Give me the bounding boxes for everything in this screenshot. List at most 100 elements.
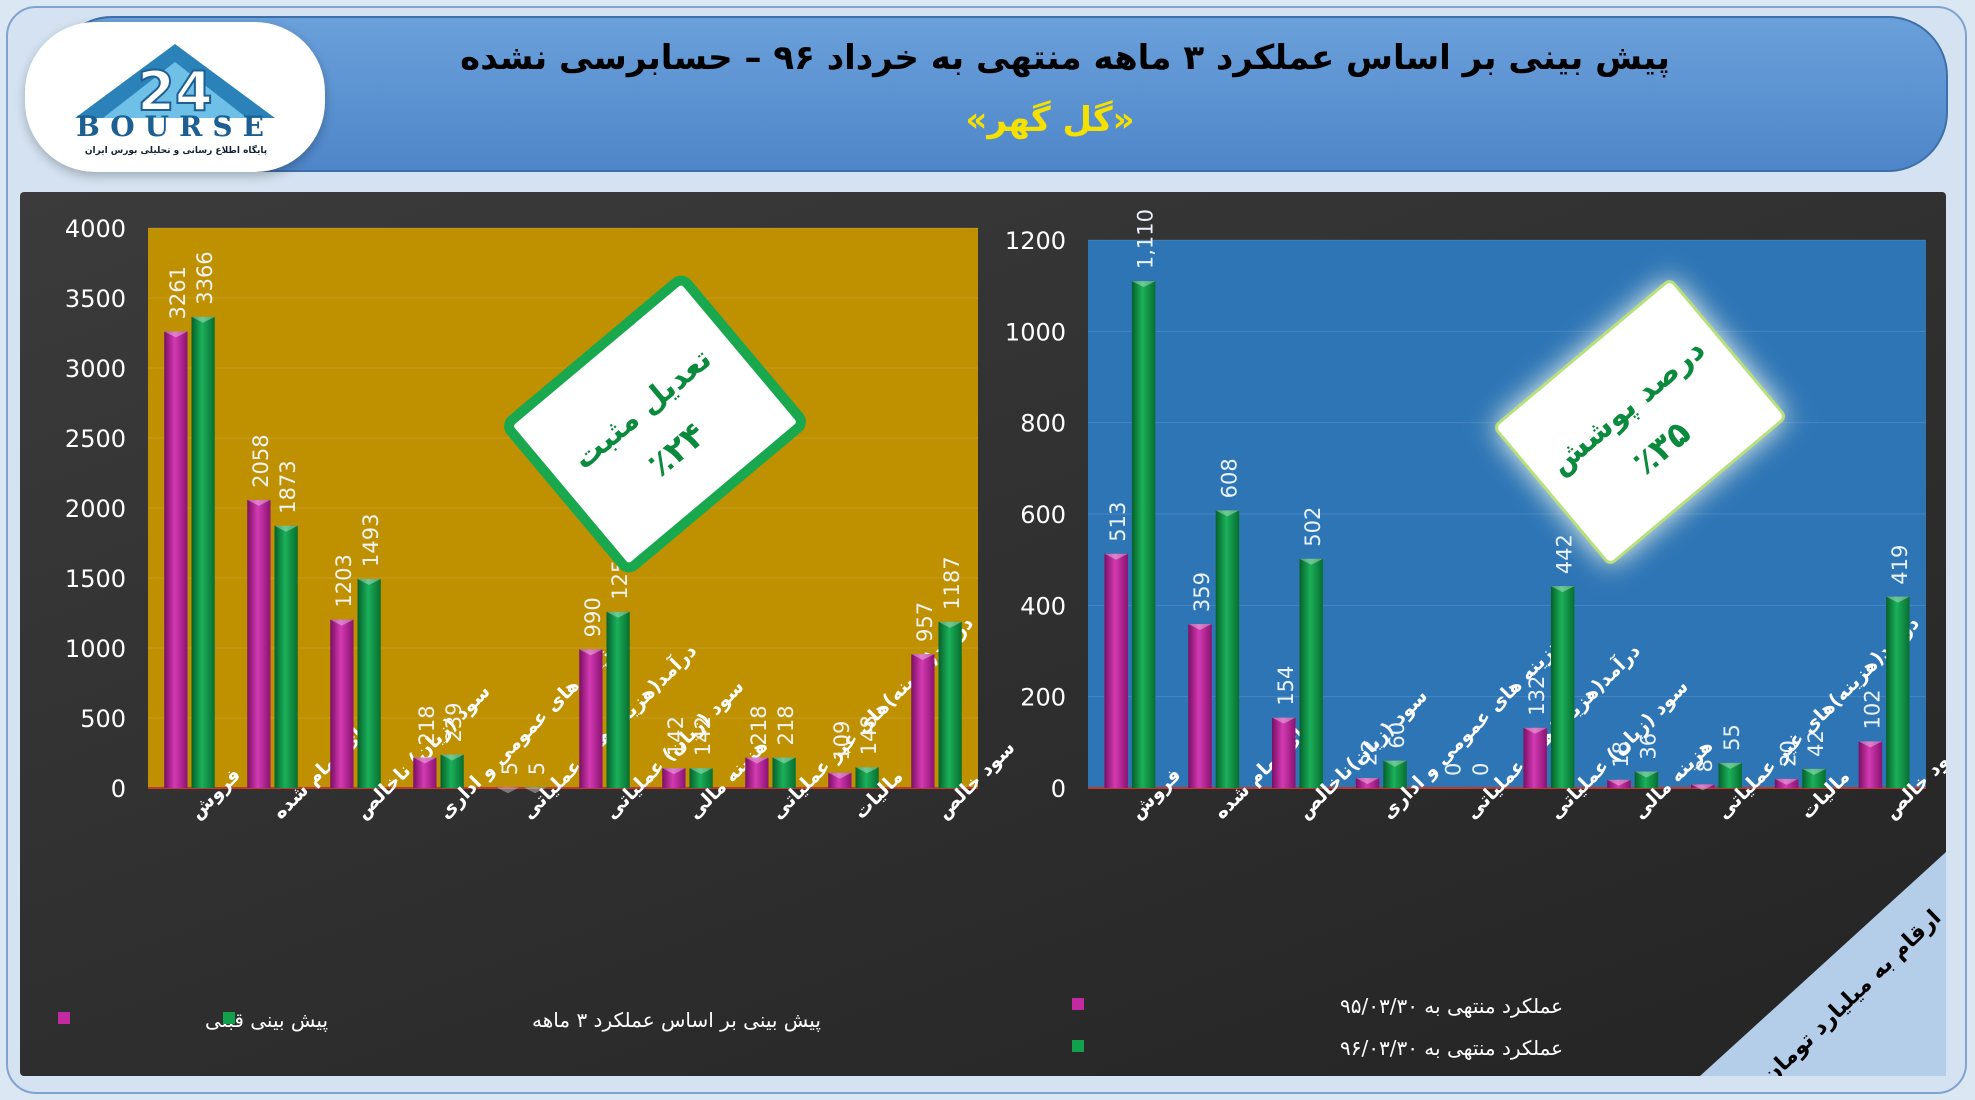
left-chart-bar-s2 xyxy=(440,754,464,788)
left-chart-data-label: 109 xyxy=(830,721,854,761)
left-chart-bar-s2 xyxy=(606,611,630,788)
left-chart-bar-s2 xyxy=(191,316,215,788)
right-chart-data-label: 20 xyxy=(1777,740,1801,767)
right-chart-data-label: 8 xyxy=(1693,759,1717,772)
left-chart-data-label: 1493 xyxy=(359,514,383,567)
left-chart-data-label: 957 xyxy=(913,602,937,642)
right-chart-bar-s2 xyxy=(1299,558,1323,788)
header-banner xyxy=(52,16,1948,172)
right-chart-bar-s1 xyxy=(1523,727,1547,788)
left-chart-data-label: 3366 xyxy=(193,251,217,304)
right-chart-bar-cap xyxy=(1215,510,1240,517)
left-chart-ytick-label: 2000 xyxy=(65,495,126,523)
left-chart-bar-cap xyxy=(191,316,215,323)
right-chart-data-label: 102 xyxy=(1860,689,1884,729)
right-chart-ytick-label: 400 xyxy=(1020,592,1066,620)
left-chart-bar-cap xyxy=(772,757,796,764)
right-chart-data-label: 419 xyxy=(1888,545,1912,585)
right-chart-bar-s2 xyxy=(1131,281,1156,788)
right-chart-data-label: 36 xyxy=(1636,733,1660,760)
right-chart-data-label: 60 xyxy=(1385,722,1409,749)
right-chart-data-label: 513 xyxy=(1106,502,1130,542)
right-chart-bar-cap xyxy=(1131,281,1156,288)
left-chart-bar-s1 xyxy=(828,772,852,788)
left-chart-data-label: 142 xyxy=(664,716,688,756)
left-chart-bar-cap xyxy=(828,772,852,779)
left-chart-bar-s1 xyxy=(164,331,188,788)
right-chart-bar-s1 xyxy=(1691,784,1715,788)
right-chart-bar-cap xyxy=(1355,777,1380,784)
right-chart-bar-cap xyxy=(1858,741,1883,748)
right-chart-data-label: 359 xyxy=(1190,572,1214,612)
logo-number: 24 xyxy=(137,60,212,122)
left-chart-bar-s2 xyxy=(855,767,879,788)
logo-tagline: پایگاه اطلاع رسانی و تحلیلی بورس ایران xyxy=(84,146,268,156)
left-chart-bar-s1 xyxy=(662,768,686,788)
left-chart-ytick-label: 2500 xyxy=(65,425,126,453)
right-chart-bar-s1 xyxy=(1774,778,1799,788)
right-chart-bar-cap xyxy=(1383,760,1407,767)
right-chart-bar-s2 xyxy=(1634,771,1659,788)
left-chart-data-label: 142 xyxy=(691,716,715,756)
right-legend-swatch-1 xyxy=(1072,998,1084,1010)
left-chart-bar-cap xyxy=(606,611,630,618)
left-chart-bar-s2 xyxy=(689,768,713,788)
right-chart-bar-cap xyxy=(1802,768,1826,775)
left-chart-ytick-label: 3500 xyxy=(65,285,126,313)
right-chart-bar-s1 xyxy=(1607,779,1631,788)
left-chart-bar-s1 xyxy=(247,499,271,788)
left-chart-data-label: 1203 xyxy=(332,554,356,607)
left-chart-bar-cap xyxy=(164,331,188,338)
left-chart-bar-s1 xyxy=(745,757,769,788)
company-subtitle: «گل گهر» xyxy=(965,100,1135,140)
charts-panel: 0 500 1000 1500 2000 2500 3000 3500 4000 3261 3366… xyxy=(20,192,1967,1089)
right-chart-bar-cap xyxy=(1104,553,1128,560)
page-title: پیش بینی بر اساس عملکرد ۳ ماهه منتهی به … xyxy=(460,38,1670,78)
left-chart-bar-cap xyxy=(247,499,271,506)
left-chart-data-label: 3261 xyxy=(166,266,190,319)
left-chart-bar-cap xyxy=(330,619,354,626)
right-chart-bar-cap xyxy=(1523,727,1547,734)
site-logo[interactable]: 24 BOURSE پایگاه اطلاع رسانی و تحلیلی بو… xyxy=(25,22,325,172)
right-chart-ytick-label: 600 xyxy=(1020,501,1066,529)
right-chart-bar-s2 xyxy=(1215,510,1240,788)
left-chart-ytick-label: 4000 xyxy=(65,215,126,243)
left-chart-data-label: 218 xyxy=(774,705,798,745)
left-chart-bar-cap xyxy=(523,787,547,794)
left-chart-bar-s2 xyxy=(772,757,796,788)
right-chart-bar-s2 xyxy=(1886,596,1910,788)
right-chart-bar-cap xyxy=(1718,762,1742,769)
left-chart-ytick-label: 500 xyxy=(80,705,126,733)
left-chart-ytick-label: 0 xyxy=(111,775,126,803)
left-chart-bar-s1 xyxy=(330,619,354,788)
left-chart-ytick-label: 1000 xyxy=(65,635,126,663)
right-chart-data-label: 22 xyxy=(1358,739,1382,766)
right-chart-data-label: 442 xyxy=(1553,534,1577,574)
right-chart-bar-cap xyxy=(1299,558,1323,565)
logo-mark-icon: 24 xyxy=(75,44,275,124)
right-legend-label-2: عملکرد منتهی به ۹۶/۰۳/۳۰ xyxy=(1340,1036,1563,1060)
left-chart-bar-s2 xyxy=(938,621,962,788)
left-chart-bar-s1 xyxy=(496,787,520,788)
left-chart-bar-cap xyxy=(274,525,298,532)
logo-brand-text: BOURSE xyxy=(76,110,274,143)
left-chart-bar-s2 xyxy=(523,787,547,788)
right-chart-bar-s2 xyxy=(1802,768,1826,788)
left-legend-label-2: پیش بینی بر اساس عملکرد ۳ ماهه xyxy=(532,1008,821,1033)
right-chart-ytick-label: 200 xyxy=(1020,684,1066,712)
left-chart-data-label: 239 xyxy=(442,702,466,742)
left-chart-bar-cap xyxy=(496,787,520,794)
left-chart-bar-cap xyxy=(579,649,603,656)
right-chart-ytick-label: 800 xyxy=(1020,410,1066,438)
left-chart-bar-cap xyxy=(357,578,381,585)
left-chart-data-label: 5 xyxy=(525,762,549,775)
right-chart-bar-cap xyxy=(1886,596,1910,603)
right-chart-data-label: 42 xyxy=(1804,730,1828,757)
right-chart-data-label: 132 xyxy=(1525,676,1549,716)
left-chart-bar-s2 xyxy=(274,525,298,788)
right-chart-data-label: 1,110 xyxy=(1134,209,1158,269)
right-chart-bar-s1 xyxy=(1272,717,1296,788)
right-chart-ytick-label: 1000 xyxy=(1005,318,1066,346)
left-chart-bar-cap xyxy=(662,768,686,775)
